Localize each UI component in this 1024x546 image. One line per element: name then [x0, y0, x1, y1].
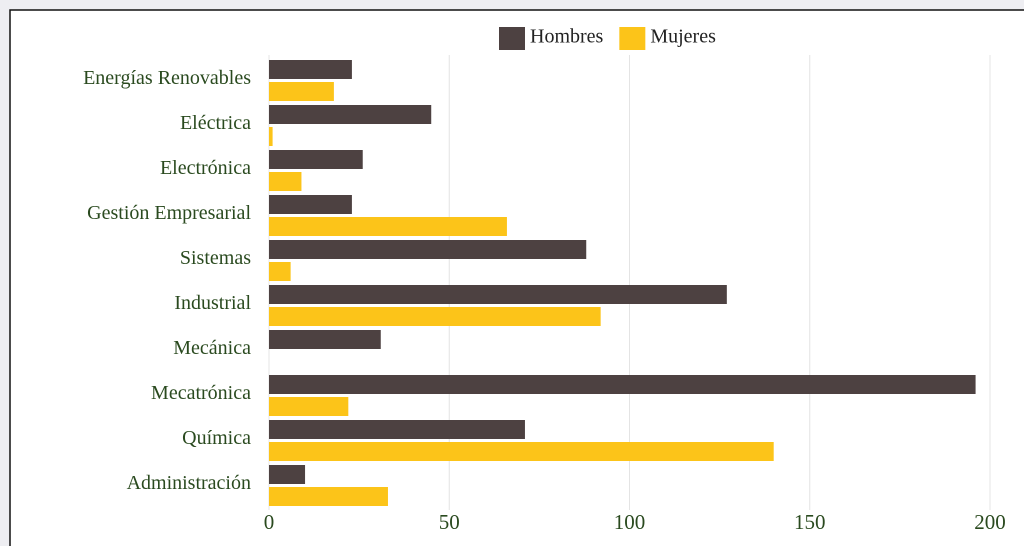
legend-swatch [619, 27, 646, 50]
bar [269, 487, 388, 506]
bar [269, 82, 334, 101]
y-tick-label: Química [182, 427, 251, 449]
bar [269, 262, 291, 281]
bar [269, 60, 352, 79]
y-tick-label: Energías Renovables [83, 67, 251, 89]
bar [269, 465, 306, 484]
x-tick-label: 150 [794, 510, 826, 534]
bar [269, 442, 774, 461]
bar [269, 330, 381, 349]
bar [269, 420, 525, 439]
x-tick-label: 200 [974, 510, 1006, 534]
y-tick-label: Mecatrónica [151, 382, 251, 404]
bar [269, 150, 363, 169]
bar [269, 397, 349, 416]
legend-label: Mujeres [650, 26, 716, 48]
bar [269, 105, 432, 124]
bar [269, 172, 302, 191]
y-tick-label: Industrial [174, 292, 251, 314]
legend-swatch [499, 27, 525, 50]
x-tick-label: 50 [439, 510, 460, 534]
chart-frame [9, 9, 1024, 546]
bar [269, 195, 352, 214]
y-tick-label: Gestión Empresarial [87, 202, 251, 224]
bar [269, 217, 507, 236]
bar [269, 285, 727, 304]
bar [269, 127, 273, 146]
y-tick-label: Eléctrica [180, 112, 251, 134]
x-tick-label: 0 [264, 510, 275, 534]
bar [269, 307, 601, 326]
x-tick-label: 100 [614, 510, 646, 534]
y-tick-label: Sistemas [180, 247, 251, 269]
legend-label: Hombres [530, 26, 604, 48]
y-tick-label: Mecánica [173, 337, 251, 359]
bar [269, 240, 587, 259]
y-tick-label: Electrónica [160, 157, 251, 179]
y-tick-label: Administración [127, 472, 251, 494]
bar [269, 375, 976, 394]
